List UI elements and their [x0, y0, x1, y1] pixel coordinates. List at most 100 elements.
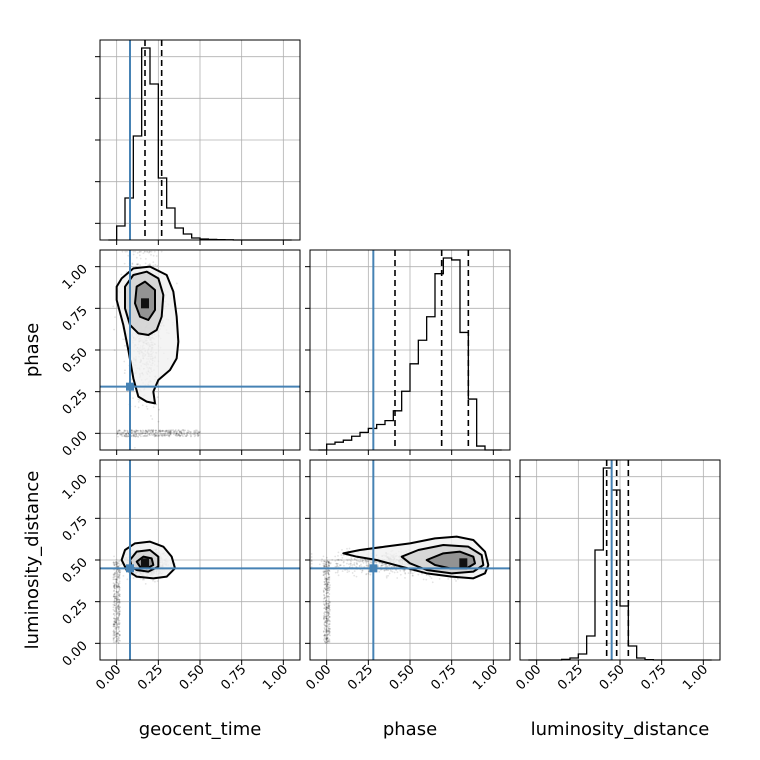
strip-point-geocent_time-phase-241: [176, 431, 179, 433]
scatter-point-geocent_time-phase-1036: [135, 256, 138, 259]
scatter-point-geocent_time-phase-1062: [124, 250, 127, 253]
scatter-point-phase-luminosity_distance-181: [367, 572, 370, 575]
scatter-point-phase-luminosity_distance-1196: [337, 551, 340, 554]
scatter-point-geocent_time-phase-800: [132, 250, 135, 253]
strip-point-geocent_time-phase-259: [151, 430, 154, 433]
strip-point-geocent_time-phase-102: [158, 430, 161, 432]
scatter-point-geocent_time-phase-898: [150, 250, 153, 253]
scatter-point-geocent_time-phase-663: [121, 250, 124, 253]
scatter-point-phase-luminosity_distance-1304: [346, 569, 349, 571]
pair-geocent_time-luminosity_distance-xtick-label-3: 0.75: [218, 662, 249, 693]
scatter-point-geocent_time-phase-300: [151, 418, 154, 420]
strip-point-geocent_time-phase-9: [154, 435, 157, 438]
strip-point-geocent_time-phase-28: [194, 434, 197, 437]
strip-point-geocent_time-phase-120: [160, 434, 163, 437]
scatter-point-geocent_time-phase-46: [132, 397, 134, 400]
hist-bar-luminosity_distance-10: [612, 490, 620, 660]
strip-point-geocent_time-phase-247: [165, 429, 168, 432]
strip-point-geocent_time-luminosity_distance-23: [112, 641, 115, 644]
strip-point-geocent_time-phase-16: [135, 433, 137, 435]
truth-marker-geocent_time-phase: [126, 382, 134, 391]
scatter-point-geocent_time-phase-1356: [157, 420, 160, 423]
strip-point-geocent_time-phase-206: [123, 434, 126, 437]
strip-point-geocent_time-luminosity_distance-35: [119, 639, 121, 642]
scatter-point-geocent_time-phase-1162: [146, 250, 149, 253]
hist-bar-phase-8: [385, 421, 393, 450]
strip-point-geocent_time-phase-234: [131, 430, 134, 432]
scatter-point-phase-luminosity_distance-155: [431, 581, 434, 584]
scatter-point-geocent_time-luminosity_distance-56: [117, 560, 119, 563]
strip-point-geocent_time-phase-67: [150, 431, 153, 434]
strip-point-geocent_time-phase-127: [183, 432, 185, 435]
strip-point-geocent_time-luminosity_distance-265: [118, 614, 120, 617]
scatter-point-geocent_time-phase-1068: [123, 360, 126, 363]
scatter-point-phase-luminosity_distance-830: [407, 572, 410, 575]
scatter-point-phase-luminosity_distance-873: [320, 560, 323, 563]
strip-point-geocent_time-luminosity_distance-140: [118, 582, 121, 584]
strip-point-geocent_time-phase-218: [188, 430, 191, 433]
strip-point-geocent_time-phase-141: [116, 431, 119, 434]
hist-bar-phase-10: [402, 391, 410, 450]
pair-geocent_time-luminosity_distance-ytick-label-1: 0.25: [60, 597, 91, 628]
strip-point-geocent_time-phase-33: [166, 430, 169, 433]
scatter-point-geocent_time-phase-802: [138, 254, 141, 257]
scatter-point-phase-luminosity_distance-1154: [411, 572, 414, 575]
scatter-point-phase-luminosity_distance-89: [365, 573, 368, 575]
scatter-point-geocent_time-phase-1286: [137, 400, 140, 403]
strip-point-geocent_time-luminosity_distance-224: [112, 608, 115, 611]
scatter-point-geocent_time-phase-210: [145, 405, 148, 408]
scatter-point-geocent_time-phase-1003: [155, 255, 158, 257]
strip-point-geocent_time-phase-23: [148, 434, 151, 437]
scatter-point-geocent_time-phase-1014: [175, 282, 178, 285]
strip-point-geocent_time-luminosity_distance-256: [113, 564, 116, 567]
strip-point-geocent_time-phase-180: [143, 432, 145, 434]
strip-point-geocent_time-phase-250: [120, 434, 123, 436]
strip-point-geocent_time-phase-279: [126, 435, 129, 438]
strip-point-geocent_time-phase-29: [140, 431, 142, 434]
strip-point-geocent_time-phase-92: [162, 430, 165, 432]
hist-bar-phase-7: [377, 425, 385, 450]
strip-point-geocent_time-phase-89: [131, 429, 133, 432]
strip-point-geocent_time-phase-145: [151, 431, 154, 433]
scatter-point-geocent_time-phase-201: [152, 254, 155, 257]
strip-point-geocent_time-phase-195: [120, 433, 123, 435]
strip-point-geocent_time-phase-252: [137, 429, 140, 432]
strip-point-geocent_time-phase-222: [169, 432, 172, 435]
strip-point-geocent_time-phase-137: [133, 429, 136, 432]
scatter-point-phase-luminosity_distance-626: [348, 570, 351, 573]
scatter-point-phase-luminosity_distance-749: [447, 578, 450, 580]
strip-point-geocent_time-luminosity_distance-274: [117, 608, 120, 610]
scatter-point-phase-luminosity_distance-1128: [337, 574, 340, 577]
strip-point-geocent_time-phase-286: [189, 431, 192, 433]
strip-point-geocent_time-phase-113: [116, 432, 119, 435]
scatter-point-phase-luminosity_distance-1219: [334, 571, 337, 574]
strip-point-geocent_time-phase-297: [172, 429, 174, 431]
pair-geocent_time-phase-ytick-label-1: 0.25: [60, 387, 91, 418]
strip-point-geocent_time-phase-162: [168, 435, 171, 438]
strip-point-geocent_time-phase-204: [197, 431, 200, 434]
strip-point-geocent_time-phase-225: [179, 434, 182, 437]
hist-luminosity_distance-xtick-label-2: 0.50: [597, 662, 628, 693]
strip-point-geocent_time-phase-77: [125, 435, 128, 438]
strip-point-geocent_time-phase-54: [154, 431, 157, 434]
scatter-point-phase-luminosity_distance-639: [353, 564, 356, 567]
strip-point-geocent_time-phase-3: [174, 433, 177, 436]
strip-point-geocent_time-phase-10: [180, 432, 183, 434]
strip-point-geocent_time-phase-154: [167, 433, 169, 436]
scatter-point-geocent_time-luminosity_distance-169: [116, 571, 119, 574]
strip-point-geocent_time-phase-172: [141, 429, 144, 432]
strip-point-geocent_time-phase-11: [116, 433, 118, 435]
strip-point-geocent_time-phase-130: [153, 433, 156, 436]
strip-point-geocent_time-phase-109: [125, 434, 128, 437]
strip-point-geocent_time-phase-292: [182, 429, 185, 431]
strip-point-geocent_time-phase-1: [163, 434, 166, 437]
scatter-point-phase-luminosity_distance-894: [355, 575, 358, 578]
strip-point-geocent_time-luminosity_distance-91: [112, 606, 115, 609]
strip-point-geocent_time-luminosity_distance-131: [115, 600, 118, 603]
scatter-point-phase-luminosity_distance-969: [341, 570, 344, 572]
strip-point-geocent_time-phase-312: [126, 430, 129, 433]
scatter-point-phase-luminosity_distance-552: [385, 576, 388, 579]
strip-point-geocent_time-phase-273: [157, 434, 160, 437]
pair-geocent_time-luminosity_distance-xtick-label-0: 0.00: [93, 662, 124, 693]
density-peak-geocent_time-phase: [141, 298, 149, 309]
